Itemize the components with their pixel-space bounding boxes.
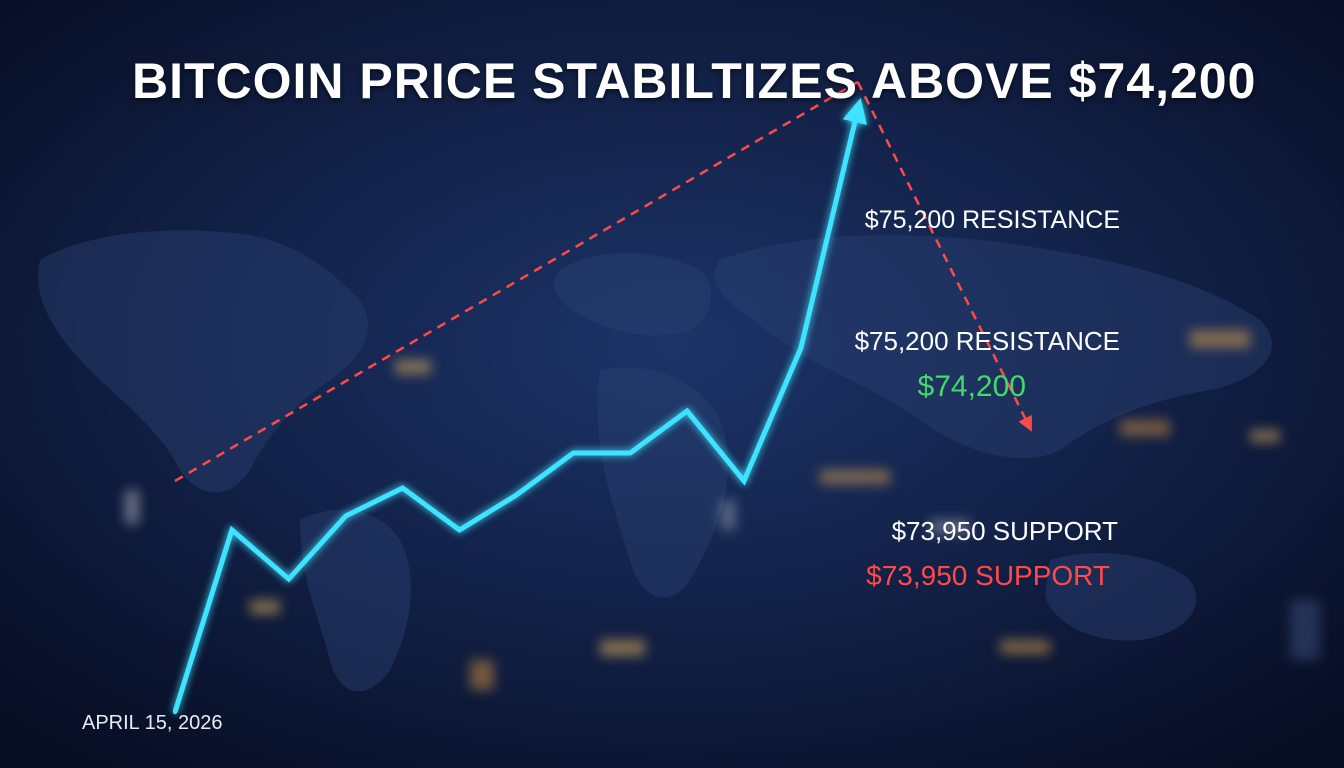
- price-point: [229, 527, 235, 533]
- top-resistance-label: $75,200 RESISTANCE: [865, 206, 1120, 234]
- support-label-red: $73,950 SUPPORT: [866, 560, 1110, 591]
- price-point: [514, 492, 519, 498]
- price-point: [684, 408, 690, 414]
- trend-up-dashed: [174, 80, 859, 483]
- price-point: [343, 513, 348, 519]
- price-point: [400, 485, 405, 491]
- headline-title: BITCOIN PRICE STABILTIZES ABOVE $74,200: [132, 53, 1257, 109]
- price-point: [798, 345, 804, 351]
- price-point: [571, 450, 576, 456]
- price-points: [172, 107, 860, 715]
- resistance-label: $75,200 RESISTANCE: [855, 326, 1120, 356]
- city-lights: [125, 330, 1320, 690]
- price-point: [741, 478, 747, 484]
- price-point: [457, 527, 462, 533]
- price-point: [628, 450, 633, 456]
- price-point: [286, 576, 291, 582]
- date-label: APRIL 15, 2026: [82, 712, 223, 734]
- price-point: [855, 107, 860, 113]
- resistance-price-label: $74,200: [918, 370, 1026, 403]
- price-point: [172, 709, 178, 715]
- support-label: $73,950 SUPPORT: [892, 516, 1119, 546]
